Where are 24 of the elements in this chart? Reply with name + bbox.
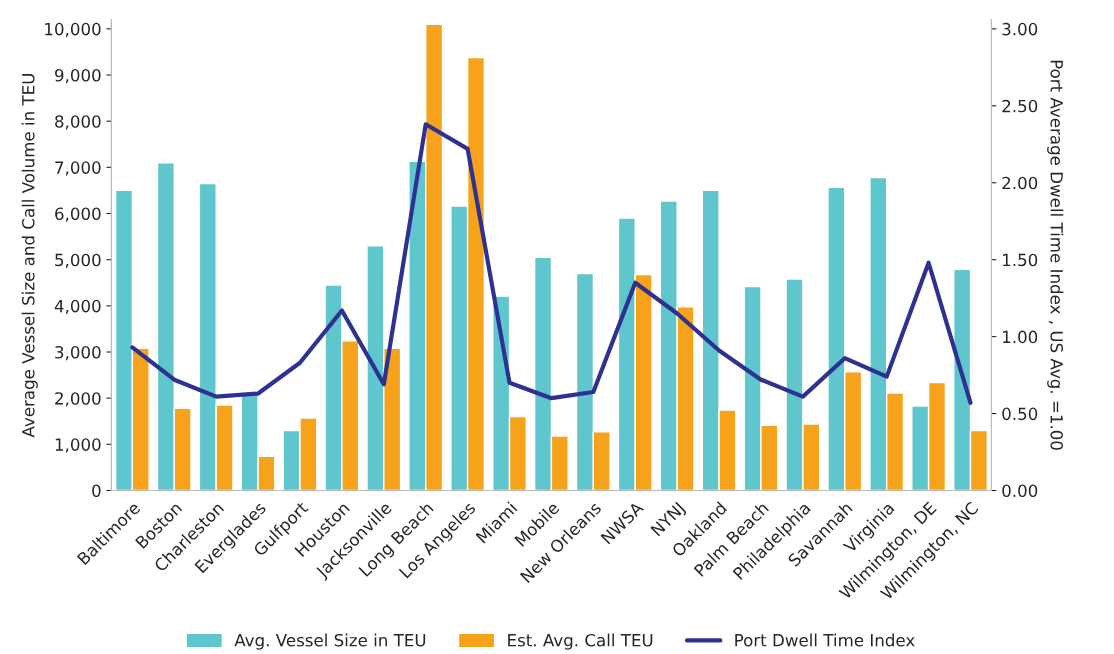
y2-tick-label: 0.00 (1002, 484, 1038, 498)
y-tick-label: 4,000 (54, 299, 101, 315)
y-tick-label: 5,000 (55, 253, 101, 268)
y-tick-label: 2,000 (55, 392, 101, 407)
y2-axis-title: Port Average Dwell Time Index , US Avg. =1.00 (1047, 60, 1064, 450)
y2-tick-label: 1.00 (1003, 330, 1038, 344)
y-tick-label: 8,000 (55, 115, 101, 130)
legend-label: Avg. Vessel Size in TEU (234, 633, 426, 650)
y-axis-title: Average Vessel Size and Call Volume in TEU (21, 74, 38, 438)
y-tick-label: 9,000 (55, 68, 101, 84)
line-series (130, 122, 973, 405)
y-tick-label: 7,000 (55, 161, 101, 176)
y2-tick-label: 0.50 (1002, 407, 1038, 421)
y-tick-label: 6,000 (55, 207, 101, 222)
y-tick-label: 0 (92, 484, 101, 498)
y2-tick-label: 1.50 (1003, 253, 1038, 267)
y-tick-label: 3,000 (55, 345, 101, 361)
y2-tick-label: 3.00 (1002, 22, 1038, 36)
legend-label: Port Dwell Time Index (735, 633, 915, 647)
y-tick-label: 1,000 (55, 438, 101, 453)
y-tick-label: 10,000 (45, 22, 101, 38)
y2-tick-label: 2.50 (1002, 99, 1038, 113)
legend-label: Est. Avg. Call TEU (508, 633, 653, 650)
y2-tick-label: 2.00 (1002, 176, 1038, 190)
